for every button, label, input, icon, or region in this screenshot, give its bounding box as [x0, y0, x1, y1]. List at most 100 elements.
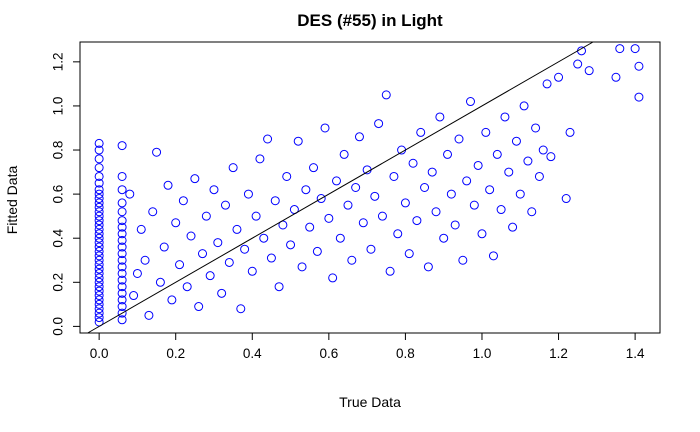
- data-point: [439, 233, 449, 243]
- y-tick-label: 1.0: [51, 97, 66, 116]
- data-point: [515, 189, 525, 199]
- data-point: [462, 176, 472, 186]
- data-point: [171, 218, 181, 228]
- data-point: [182, 282, 192, 292]
- y-axis-label: Fitted Data: [4, 166, 20, 235]
- data-point: [94, 138, 104, 148]
- data-point: [125, 189, 135, 199]
- x-tick-label: 0.8: [396, 346, 415, 361]
- data-point: [117, 295, 127, 305]
- data-point: [94, 242, 104, 252]
- data-point: [328, 273, 338, 283]
- data-point: [412, 216, 422, 226]
- data-point: [477, 229, 487, 239]
- data-point: [492, 149, 502, 159]
- data-point: [94, 251, 104, 261]
- data-point: [94, 299, 104, 309]
- data-point: [343, 200, 353, 210]
- x-tick-label: 1.4: [626, 346, 645, 361]
- data-point: [94, 268, 104, 278]
- data-point: [94, 229, 104, 239]
- data-point: [209, 185, 219, 195]
- data-point: [377, 211, 387, 221]
- data-point: [117, 207, 127, 217]
- data-point: [136, 224, 146, 234]
- data-point: [94, 207, 104, 217]
- data-point: [94, 282, 104, 292]
- data-point: [312, 246, 322, 256]
- data-point: [94, 145, 104, 155]
- data-point: [393, 229, 403, 239]
- data-point: [94, 308, 104, 318]
- data-point: [259, 233, 269, 243]
- data-point: [144, 310, 154, 320]
- data-point: [485, 185, 495, 195]
- data-point: [94, 273, 104, 283]
- data-point: [446, 189, 456, 199]
- data-point: [94, 171, 104, 181]
- data-point: [94, 185, 104, 195]
- data-point: [94, 246, 104, 256]
- x-axis-label: True Data: [339, 394, 401, 410]
- data-point: [94, 189, 104, 199]
- x-tick-label: 1.2: [549, 346, 568, 361]
- data-point: [293, 136, 303, 146]
- data-point: [159, 242, 169, 252]
- data-point: [538, 145, 548, 155]
- data-point: [274, 282, 284, 292]
- x-axis: 0.0 0.2 0.4 0.6 0.8 1.0 1.2 1.4: [90, 333, 645, 361]
- data-point: [243, 189, 253, 199]
- data-point: [630, 44, 640, 54]
- data-point: [220, 200, 230, 210]
- data-point: [94, 163, 104, 173]
- data-point: [634, 61, 644, 71]
- data-point: [496, 205, 506, 215]
- data-point: [542, 79, 552, 89]
- data-point: [534, 171, 544, 181]
- data-point: [573, 59, 583, 69]
- data-point: [94, 154, 104, 164]
- data-point: [117, 229, 127, 239]
- data-point: [488, 251, 498, 261]
- data-point: [523, 156, 533, 166]
- data-point: [117, 141, 127, 151]
- data-point: [416, 127, 426, 137]
- data-point: [117, 198, 127, 208]
- data-point: [224, 257, 234, 267]
- data-point: [305, 222, 315, 232]
- plot-frame: [79, 41, 661, 334]
- data-point: [94, 255, 104, 265]
- data-point: [519, 101, 529, 111]
- data-point: [354, 132, 364, 142]
- data-point: [332, 176, 341, 186]
- data-point: [351, 183, 361, 192]
- data-point: [94, 238, 104, 248]
- data-point: [408, 158, 418, 168]
- data-point: [117, 268, 127, 278]
- chart-title: DES (#55) in Light: [297, 11, 443, 30]
- data-point: [155, 277, 165, 287]
- data-point: [198, 249, 208, 259]
- data-point: [381, 90, 391, 100]
- data-point: [473, 160, 483, 170]
- data-point: [335, 233, 345, 243]
- data-point: [320, 123, 330, 133]
- data-point: [117, 288, 127, 298]
- data-point: [423, 262, 433, 272]
- data-point: [370, 191, 380, 201]
- data-point: [270, 196, 280, 206]
- data-point: [94, 202, 104, 212]
- identity-reference-line: [87, 41, 594, 334]
- data-point: [466, 97, 475, 107]
- data-point: [117, 308, 127, 318]
- data-point: [148, 207, 158, 217]
- data-point: [152, 147, 162, 157]
- data-point: [94, 264, 104, 274]
- data-point: [397, 145, 407, 155]
- data-point: [117, 275, 127, 285]
- data-points: [94, 44, 644, 327]
- data-point: [577, 46, 587, 56]
- data-point: [634, 92, 644, 102]
- data-point: [117, 255, 127, 265]
- data-point: [94, 211, 104, 221]
